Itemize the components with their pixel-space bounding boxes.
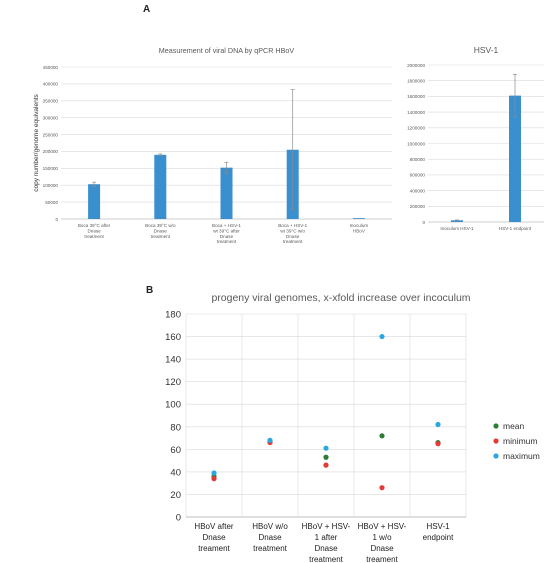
legend-entry: minimum bbox=[503, 436, 537, 446]
x-tick-label: HSV-1 endpoint bbox=[499, 226, 532, 231]
data-point bbox=[323, 445, 329, 451]
y-tick-label: 100 bbox=[165, 400, 181, 411]
y-tick-label: 50000 bbox=[45, 200, 58, 205]
x-tick-label: HBoV + HSV-1 w/o Dnase treament bbox=[358, 522, 407, 563]
y-tick-label: 200000 bbox=[43, 149, 59, 154]
y-tick-label: 0 bbox=[422, 220, 425, 225]
x-tick-label: Inoculum HSV-1 bbox=[440, 226, 474, 231]
data-point bbox=[379, 333, 385, 340]
y-tick-label: 60 bbox=[170, 445, 181, 456]
y-tick-label: 40 bbox=[170, 467, 181, 478]
data-point bbox=[323, 462, 329, 468]
data-point bbox=[211, 476, 217, 482]
x-tick-label: Boca + HSV-1 wt 39°C w/o Dnase treatment bbox=[278, 223, 307, 244]
y-tick-label: 300000 bbox=[43, 115, 59, 120]
y-tick-label: 250000 bbox=[43, 132, 59, 137]
x-tick-label: Boca 39°C after Dnase treatment bbox=[78, 223, 111, 239]
x-tick-label: Boca + HSV-1 wt 39°C after Dnase treatment bbox=[212, 223, 241, 244]
bar bbox=[220, 167, 233, 219]
data-point bbox=[211, 470, 217, 476]
y-tick-label: 200000 bbox=[410, 204, 426, 209]
y-tick-label: 2000000 bbox=[407, 63, 425, 68]
y-tick-label: 140 bbox=[165, 355, 181, 366]
chart-title: progeny viral genomes, x-xfold increase … bbox=[211, 292, 470, 304]
y-tick-label: 600000 bbox=[410, 173, 426, 178]
y-tick-label: 160 bbox=[165, 332, 181, 343]
x-tick-label: HBoV after Dnase treament bbox=[194, 522, 233, 553]
data-point bbox=[435, 421, 441, 428]
legend-marker bbox=[493, 453, 499, 459]
bar bbox=[451, 220, 463, 222]
y-tick-label: 1200000 bbox=[407, 126, 425, 131]
bar bbox=[88, 184, 101, 219]
y-tick-label: 150000 bbox=[43, 166, 59, 171]
y-tick-label: 100000 bbox=[43, 183, 59, 188]
bar bbox=[352, 218, 365, 219]
data-point bbox=[267, 437, 273, 443]
y-tick-label: 80 bbox=[170, 422, 181, 433]
chart-title: HSV-1 bbox=[474, 45, 499, 55]
hbov-qpcr-bar-chart: Measurement of viral DNA by qPCR HBoV cop… bbox=[33, 46, 392, 244]
legend-entry: maximum bbox=[503, 451, 540, 461]
hsv1-bar-chart: HSV-1 0 200000 400000 600000 800000 1000000 120… bbox=[407, 45, 544, 231]
legend-marker bbox=[493, 438, 499, 444]
y-tick-label: 1800000 bbox=[407, 79, 425, 84]
data-point bbox=[379, 485, 385, 491]
x-tick-label: HSV-1 endpoint bbox=[423, 522, 454, 542]
data-point bbox=[435, 441, 441, 447]
data-point bbox=[323, 454, 329, 460]
x-tick-label: HBoV w/o Dnase treatment bbox=[252, 522, 288, 553]
data-point bbox=[379, 433, 385, 439]
y-tick-label: 800000 bbox=[410, 157, 426, 162]
x-tick-label: HBoV + HSV-1 after Dnase treatment bbox=[302, 522, 351, 563]
y-tick-label: 400000 bbox=[410, 188, 426, 193]
y-axis-label: copy number/genome equivalents bbox=[33, 93, 40, 191]
x-tick-label: Boca 39°C w/o Dnase treatment bbox=[145, 223, 176, 239]
y-tick-label: 180 bbox=[165, 310, 181, 321]
y-tick-label: 450000 bbox=[43, 65, 59, 70]
y-tick-label: 400000 bbox=[43, 82, 59, 87]
chart-title: Measurement of viral DNA by qPCR HBoV bbox=[159, 46, 295, 55]
x-tick-label: Inoculum HBoV bbox=[350, 223, 369, 233]
y-tick-label: 120 bbox=[165, 377, 181, 388]
y-tick-label: 20 bbox=[170, 490, 181, 501]
panel-label-a: A bbox=[143, 4, 151, 15]
bar bbox=[154, 154, 167, 219]
legend-entry: mean bbox=[503, 421, 525, 431]
y-tick-label: 0 bbox=[176, 513, 181, 524]
y-tick-label: 350000 bbox=[43, 99, 59, 104]
y-tick-label: 1000000 bbox=[407, 141, 425, 146]
bar bbox=[509, 95, 521, 222]
panel-label-b: B bbox=[146, 285, 154, 296]
legend-marker bbox=[493, 423, 499, 429]
y-tick-label: 0 bbox=[55, 217, 58, 222]
y-tick-label: 1400000 bbox=[407, 110, 425, 115]
y-tick-label: 1600000 bbox=[407, 94, 425, 99]
